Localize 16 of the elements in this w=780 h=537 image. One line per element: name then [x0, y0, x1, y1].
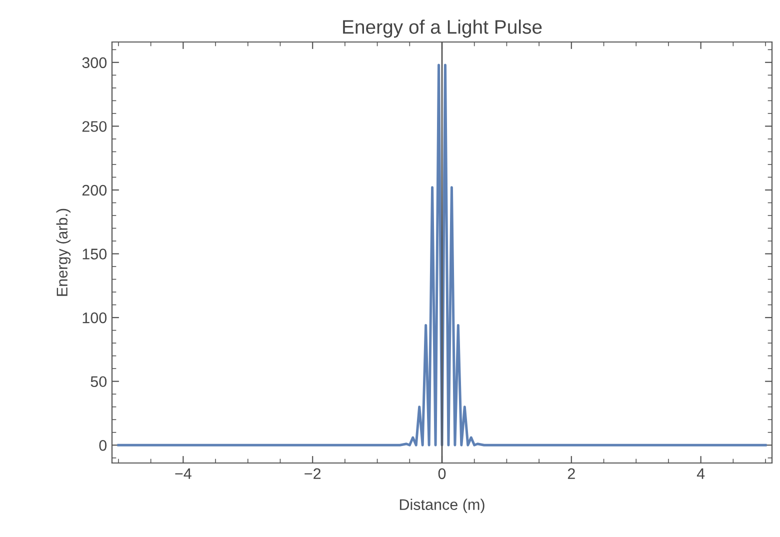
- x-axis-title: Distance (m): [400, 498, 484, 514]
- x-tick-label: −4: [175, 468, 192, 479]
- y-tick-label: 200: [82, 184, 107, 196]
- y-tick-label: 100: [82, 312, 107, 324]
- y-tick-label: 300: [82, 57, 107, 68]
- x-tick-label: 0: [438, 468, 446, 480]
- y-tick-label: 250: [82, 121, 107, 132]
- y-tick-label: 50: [90, 376, 107, 388]
- y-tick-label: 150: [82, 248, 107, 260]
- y-axis-title: Energy (arb.): [56, 208, 71, 296]
- x-tick-label: 4: [696, 468, 705, 479]
- x-tick-label: −2: [304, 468, 321, 479]
- y-tick-label: 0: [99, 440, 107, 451]
- x-tick-label: 2: [568, 468, 575, 479]
- chart-title: Energy of a Light Pulse: [343, 20, 542, 38]
- line-series: [117, 64, 767, 446]
